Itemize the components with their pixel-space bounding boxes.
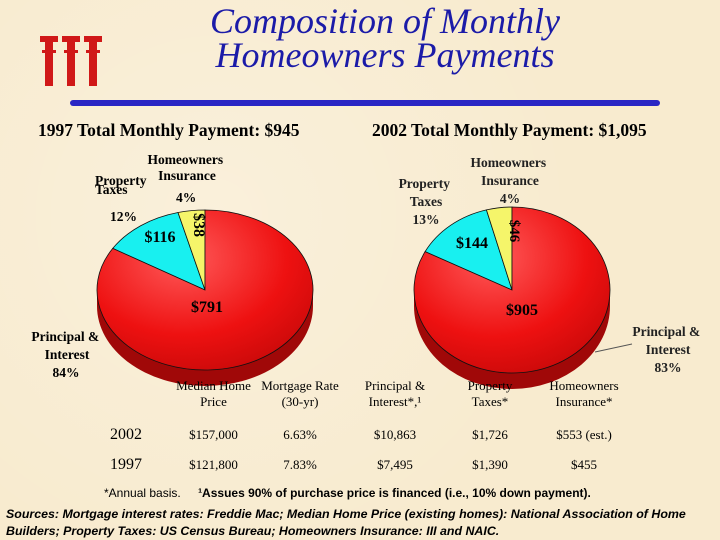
label-1997-principal-pct: 84% — [53, 365, 80, 380]
title-line-1: Composition of Monthly — [210, 1, 560, 41]
chart-title-1997: 1997 Total Monthly Payment: $945 — [38, 120, 300, 140]
label-2002-insurance: Homeowners Insurance — [470, 155, 549, 188]
stats-table: Median Home Price Mortgage Rate (30-yr) … — [100, 378, 633, 480]
row-year: 1997 — [110, 456, 142, 473]
footnote-financing: ¹Assues 90% of purchase price is finance… — [198, 486, 591, 500]
pie-slice — [112, 212, 206, 291]
chart-title-2002: 2002 Total Monthly Payment: $1,095 — [372, 120, 647, 140]
slice-value-label: $791 — [191, 299, 223, 316]
pie-slice — [424, 209, 513, 291]
label-1997-insurance-pct: 4% — [176, 190, 196, 205]
slice-value-label: $46 — [506, 220, 522, 243]
table-row: 2002 $157,000 6.63% $10,863 $1,726 $553 … — [100, 420, 633, 450]
page-title: Composition of Monthly Homeowners Paymen… — [150, 1, 620, 75]
leader-line-2002-principal — [594, 343, 633, 353]
pie-1997: $791 $116 $38 — [96, 209, 314, 386]
label-1997-principal: Principal & Interest — [31, 329, 102, 362]
label-2002-taxes: Property Taxes — [399, 176, 454, 209]
footnotes: *Annual basis. ¹Assues 90% of purchase p… — [104, 486, 591, 500]
label-1997-insurance: Homeowners Insurance — [147, 152, 226, 183]
label-1997-taxes: Property Taxes — [95, 173, 150, 197]
table-cell: $553 (est.) — [556, 427, 612, 442]
table-cell: $10,863 — [373, 427, 417, 442]
table-cell: $1,726 — [472, 427, 508, 442]
slice-value-label: $144 — [456, 235, 488, 252]
label-1997-taxes-pct: 12% — [110, 209, 137, 224]
table-corner — [100, 378, 172, 420]
label-2002-insurance-pct: 4% — [500, 191, 520, 206]
pie-side — [414, 290, 610, 389]
table-cell: $1,390 — [472, 457, 508, 472]
table-header-row: Median Home Price Mortgage Rate (30-yr) … — [100, 378, 633, 420]
slice-value-label: $905 — [506, 302, 538, 319]
label-2002-principal: Principal & Interest — [632, 324, 703, 357]
table-cell: $7,495 — [377, 457, 413, 472]
row-year: 2002 — [110, 426, 142, 443]
table-cell: $121,800 — [189, 457, 238, 472]
label-2002-taxes-pct: 13% — [413, 212, 440, 227]
label-2002-principal-pct: 83% — [655, 360, 682, 375]
table-header: Homeowners Insurance* — [549, 378, 619, 409]
table-cell: $455 — [571, 457, 597, 472]
pie-side — [97, 290, 313, 386]
pie-charts: $791 $116 $38 $905 $144 $46 Homeowners Insur… — [31, 152, 703, 389]
title-divider — [70, 100, 660, 106]
pie-2002: $905 $144 $46 — [413, 206, 611, 389]
pie-slice — [413, 206, 611, 374]
table-cell: 7.83% — [283, 457, 317, 472]
slice-value-label: $38 — [190, 213, 207, 237]
title-line-2: Homeowners Payments — [215, 35, 555, 75]
table-header: Principal & Interest*,¹ — [364, 378, 426, 409]
table-header: Mortgage Rate (30-yr) — [261, 378, 339, 409]
table-row: 1997 $121,800 7.83% $7,495 $1,390 $455 — [100, 450, 633, 480]
table-header: Property Taxes* — [467, 378, 513, 409]
pie-slice — [96, 209, 314, 371]
table-cell: $157,000 — [189, 427, 238, 442]
sources-note: Sources: Mortgage interest rates: Freddi… — [6, 507, 686, 538]
iii-logo — [40, 36, 102, 86]
footnote-annual: *Annual basis. — [104, 486, 181, 500]
slice-value-label: $116 — [144, 229, 175, 246]
table-cell: 6.63% — [283, 427, 317, 442]
table-header: Median Home Price — [176, 378, 251, 409]
